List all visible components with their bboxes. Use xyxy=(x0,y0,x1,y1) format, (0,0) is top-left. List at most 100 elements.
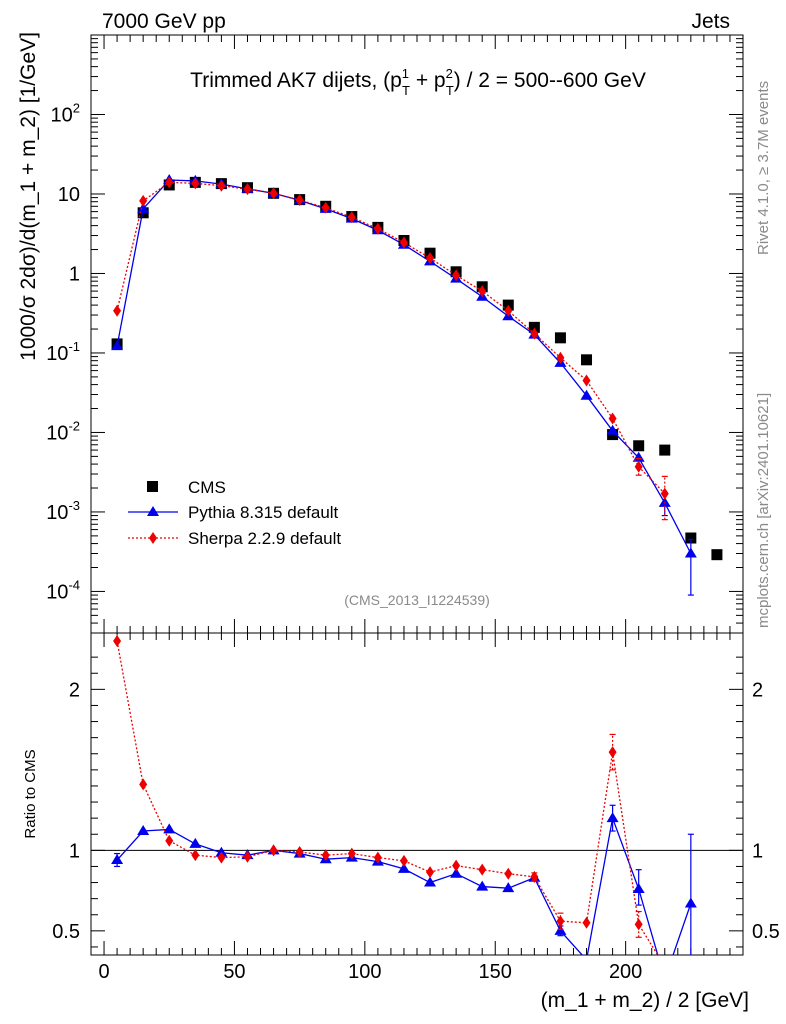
ratio-point-sherpa xyxy=(504,867,513,880)
point-pythia xyxy=(580,389,593,400)
point-pythia xyxy=(606,424,619,435)
ratio-point-sherpa xyxy=(217,851,226,864)
y-tick-label: 10-2 xyxy=(46,418,80,444)
y-tick-label: 10-4 xyxy=(46,577,80,603)
legend-marker-pythia xyxy=(147,506,159,516)
ratio-point-sherpa xyxy=(321,849,330,862)
ratio-point-sherpa xyxy=(347,847,356,860)
ratio-point-pythia xyxy=(424,876,437,887)
ratio-point-sherpa xyxy=(295,845,304,858)
series-sherpa xyxy=(113,176,669,521)
point-cms xyxy=(633,440,645,452)
main-plot-panel: 10-4 10-3 10-2 10-1 1 10 102 Trimmed AK7 dijet… xyxy=(17,32,744,634)
legend: CMS Pythia 8.315 default Sherpa 2.2.9 de… xyxy=(128,478,341,548)
chart-title: Trimmed AK7 dijets, (p1 T + p2 T) / 2 = 50… xyxy=(190,66,646,98)
x-tick-label: 100 xyxy=(348,961,381,983)
header-left: 7000 GeV pp xyxy=(102,10,226,33)
point-sherpa xyxy=(373,222,382,235)
ratio-plot-frame xyxy=(90,632,744,956)
point-sherpa xyxy=(165,176,174,189)
point-sherpa xyxy=(660,487,669,500)
ratio-y-tick-label-left: 2 xyxy=(69,679,80,701)
legend-label-pythia: Pythia 8.315 default xyxy=(188,503,339,522)
ratio-y-tick-label-right: 1 xyxy=(752,840,763,862)
y-tick-label: 10 xyxy=(58,184,80,206)
point-pythia xyxy=(684,547,697,558)
point-sherpa xyxy=(295,194,304,207)
ratio-point-pythia xyxy=(137,825,150,836)
point-sherpa xyxy=(530,327,539,340)
point-cms xyxy=(554,332,566,344)
point-cms xyxy=(685,532,697,544)
main-series-layer xyxy=(111,173,723,596)
point-sherpa xyxy=(217,179,226,192)
ratio-y-tick-label-right: 0.5 xyxy=(752,921,780,943)
ratio-point-sherpa xyxy=(191,849,200,862)
header-right: Jets xyxy=(691,10,730,33)
x-axis-label: (m_1 + m_2) / 2 [GeV] xyxy=(541,989,749,1012)
point-pythia xyxy=(137,202,150,213)
ratio-point-sherpa xyxy=(139,778,148,791)
ratio-point-sherpa xyxy=(243,850,252,863)
point-cms xyxy=(581,354,593,366)
point-sherpa xyxy=(426,252,435,265)
ratio-y-axis-label: Ratio to CMS xyxy=(22,749,39,838)
y-tick-label: 1 xyxy=(69,263,80,285)
y-tick-label: 10-1 xyxy=(46,339,80,365)
x-tick-label: 0 xyxy=(98,961,109,983)
ratio-series-sherpa xyxy=(113,635,659,955)
point-sherpa xyxy=(269,187,278,200)
ratio-y-tick-labels: 0.5 0.5 1 1 2 2 xyxy=(52,679,780,943)
ratio-point-pythia xyxy=(397,862,410,873)
y-tick-label: 10-3 xyxy=(46,498,80,524)
series-line-sherpa xyxy=(116,181,666,495)
ratio-point-sherpa xyxy=(478,863,487,876)
ratio-point-sherpa xyxy=(165,834,174,847)
legend-entry-sherpa: Sherpa 2.2.9 default xyxy=(128,529,341,548)
point-sherpa xyxy=(399,236,408,249)
point-cms xyxy=(711,549,723,561)
analysis-id-watermark: (CMS_2013_I1224539) xyxy=(344,592,490,608)
point-sherpa xyxy=(452,269,461,282)
ratio-y-tick-label-left: 0.5 xyxy=(52,921,80,943)
ratio-plot-panel: 0.5 0.5 1 1 2 2 0 50 100 150 200 Ratio to CMS (m_… xyxy=(22,632,780,1012)
main-y-tick-labels: 10-4 10-3 10-2 10-1 1 10 102 xyxy=(46,100,80,603)
point-sherpa xyxy=(608,412,617,425)
point-sherpa xyxy=(478,285,487,298)
point-sherpa xyxy=(504,304,513,317)
ratio-point-pythia xyxy=(606,812,619,823)
ratio-point-sherpa xyxy=(582,916,591,929)
ratio-point-sherpa xyxy=(530,870,539,883)
ratio-y-tick-label-left: 1 xyxy=(69,840,80,862)
ratio-series-layer xyxy=(111,635,697,955)
legend-marker-cms xyxy=(147,481,158,492)
ratio-point-sherpa xyxy=(269,844,278,857)
point-sherpa xyxy=(113,304,122,317)
ratio-point-pythia xyxy=(502,882,515,893)
ratio-point-pythia xyxy=(450,867,463,878)
ratio-y-tick-label-right: 2 xyxy=(752,679,763,701)
x-tick-labels: 0 50 100 150 200 xyxy=(98,961,642,983)
legend-label-sherpa: Sherpa 2.2.9 default xyxy=(188,529,341,548)
point-cms xyxy=(659,444,671,456)
ratio-point-pythia xyxy=(111,854,124,865)
ratio-line-sherpa xyxy=(116,640,659,955)
ratio-point-pythia xyxy=(632,882,645,893)
ratio-point-sherpa xyxy=(113,635,122,648)
point-sherpa xyxy=(582,374,591,387)
point-sherpa xyxy=(191,177,200,190)
point-sherpa xyxy=(556,351,565,364)
point-sherpa xyxy=(634,460,643,473)
x-tick-label: 50 xyxy=(223,961,245,983)
ratio-point-pythia xyxy=(163,823,176,834)
main-axis-ticks xyxy=(90,35,744,634)
ratio-point-sherpa xyxy=(452,859,461,872)
ratio-point-pythia xyxy=(554,924,567,935)
ratio-point-sherpa xyxy=(373,851,382,864)
point-pythia xyxy=(111,340,124,351)
x-tick-label: 150 xyxy=(479,961,512,983)
ratio-point-pythia xyxy=(476,880,489,891)
point-sherpa xyxy=(139,194,148,207)
ratio-point-sherpa xyxy=(608,746,617,759)
